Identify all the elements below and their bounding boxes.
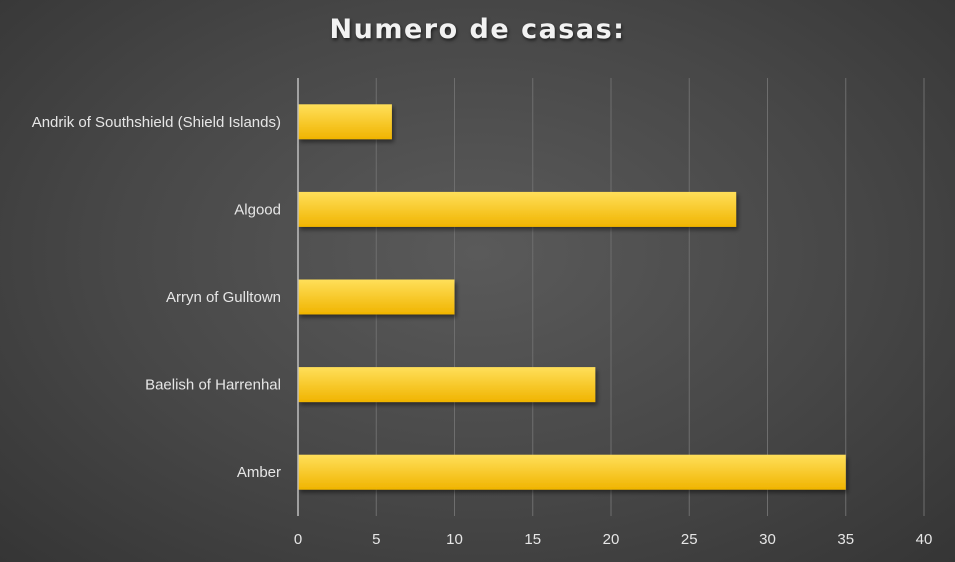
- category-label: Baelish of Harrenhal: [145, 377, 281, 394]
- bar: [298, 191, 737, 227]
- x-tick-label: 10: [446, 531, 463, 548]
- bar: [298, 367, 596, 403]
- x-tick-label: 25: [681, 531, 698, 548]
- x-tick-label: 15: [524, 531, 541, 548]
- category-label: Algood: [234, 201, 281, 218]
- x-tick-label: 20: [603, 531, 620, 548]
- gridlines: [375, 78, 925, 516]
- labels: 0 5 10 15 20 25 30 35 40 Andrik of Southshield (S…: [32, 114, 933, 548]
- x-tick-label: 0: [294, 531, 302, 548]
- category-label: Amber: [237, 464, 281, 481]
- x-tick-label: 40: [916, 531, 933, 548]
- x-tick-label: 35: [837, 531, 854, 548]
- x-tick-label: 5: [372, 531, 380, 548]
- x-tick-label: 30: [759, 531, 776, 548]
- bar: [298, 454, 846, 490]
- chart-title: Numero de casas:: [329, 14, 626, 45]
- bars: [298, 104, 846, 490]
- bar: [298, 104, 392, 140]
- bar: [298, 279, 455, 315]
- category-label: Andrik of Southshield (Shield Islands): [32, 114, 281, 131]
- category-label: Arryn of Gulltown: [166, 289, 281, 306]
